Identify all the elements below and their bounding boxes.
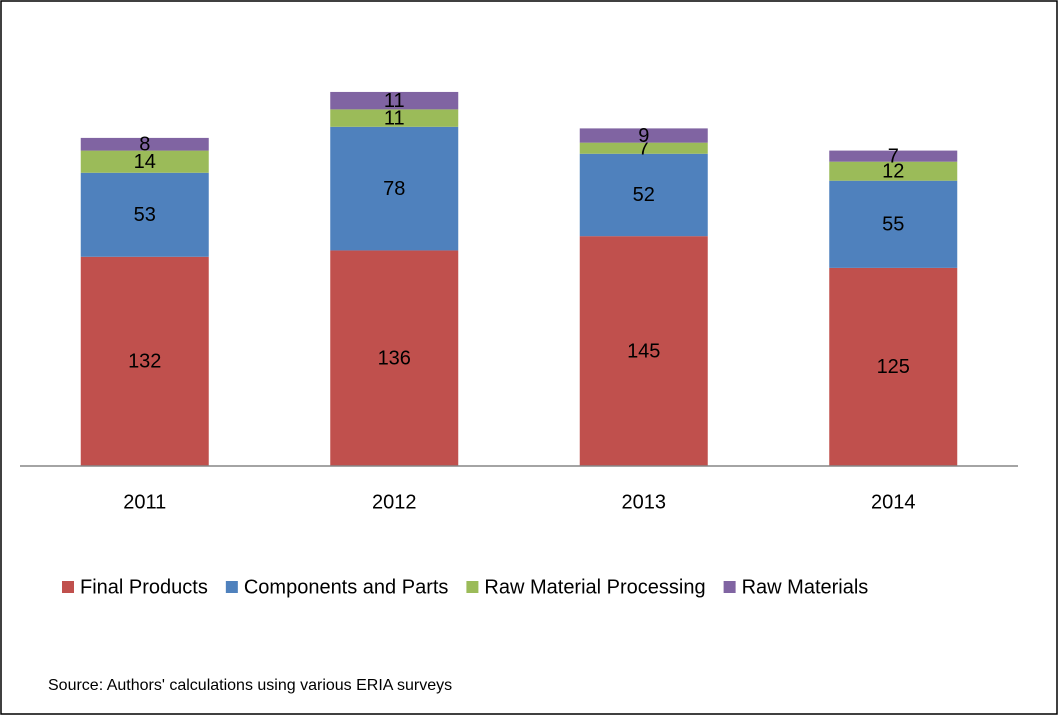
bar-segment — [579, 128, 708, 143]
data-label: 52 — [633, 184, 655, 206]
data-label: 7 — [888, 145, 899, 167]
data-label: 8 — [139, 134, 150, 156]
x-tick-label: 2011 — [123, 491, 166, 513]
data-label: 14 — [134, 151, 156, 173]
data-label: 132 — [128, 351, 161, 373]
x-tick-label: 2014 — [871, 491, 916, 513]
bar-segment — [330, 250, 459, 466]
legend-swatch — [723, 581, 736, 593]
bar-segment — [80, 150, 209, 173]
data-label: 78 — [383, 178, 405, 200]
data-label: 11 — [384, 107, 405, 129]
data-label: 55 — [882, 214, 904, 236]
legend-label: Raw Materials — [742, 576, 869, 598]
data-label: 136 — [378, 348, 411, 370]
bar-segment — [829, 161, 958, 181]
bar-segment — [330, 126, 459, 251]
bar-segment — [330, 109, 459, 127]
legend-swatch — [62, 581, 74, 593]
bar-segment — [829, 180, 958, 268]
data-label: 125 — [877, 356, 910, 378]
bar-segment — [579, 142, 708, 154]
bar-segment — [330, 91, 459, 110]
source-note: Source: Authors' calculations using vari… — [48, 677, 452, 694]
legend-label: Final Products — [80, 576, 208, 598]
bar-segment — [80, 256, 209, 466]
bar-segment — [80, 172, 209, 257]
data-label: 11 — [384, 90, 405, 112]
data-label: 53 — [134, 204, 156, 226]
legend-swatch — [466, 581, 479, 593]
legend-label: Raw Material Processing — [484, 576, 705, 598]
data-label: 9 — [638, 125, 649, 147]
legend-swatch — [225, 581, 238, 593]
bar-segment — [579, 153, 708, 237]
data-label: 12 — [882, 160, 904, 182]
legend-label: Components and Parts — [244, 576, 449, 598]
bar-segment — [829, 267, 958, 466]
bar-segment — [829, 150, 958, 162]
x-tick-label: 2013 — [622, 491, 667, 513]
x-tick-label: 2012 — [372, 491, 417, 513]
bar-segment — [80, 137, 209, 151]
data-label: 145 — [627, 340, 660, 362]
data-label: 7 — [638, 137, 649, 159]
bar-segment — [579, 236, 708, 466]
